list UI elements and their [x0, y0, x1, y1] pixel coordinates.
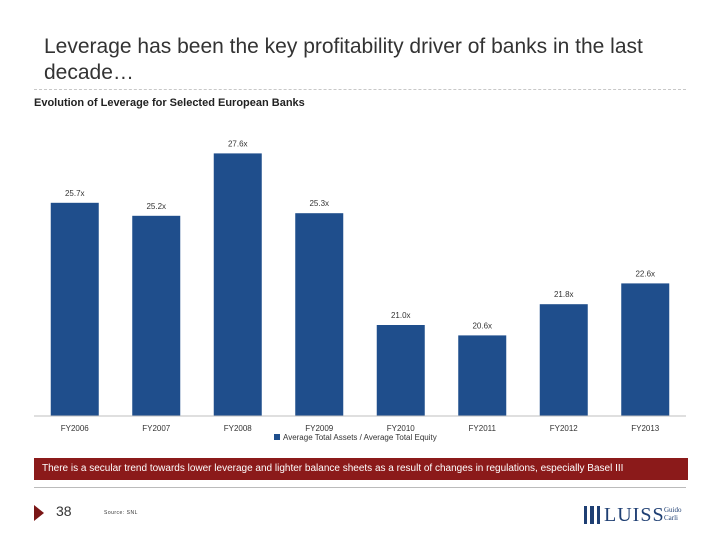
data-label-FY2007: 25.2x — [146, 202, 166, 211]
bar-FY2009 — [295, 213, 344, 416]
logo-wordmark: LUISS — [604, 504, 665, 526]
slide-title: Leverage has been the key profitability … — [44, 35, 643, 84]
bar-FY2010 — [376, 325, 425, 416]
footer-divider — [34, 487, 686, 488]
logo-subtitle: Guido Carli — [664, 506, 682, 522]
title-divider — [34, 89, 686, 90]
x-tick-FY2012: FY2012 — [550, 424, 579, 433]
bar-FY2007 — [132, 215, 181, 416]
x-tick-FY2008: FY2008 — [224, 424, 253, 433]
bar-FY2012 — [539, 304, 588, 416]
arrow-icon — [34, 505, 44, 521]
columns-icon — [584, 506, 600, 524]
data-label-FY2013: 22.6x — [635, 269, 655, 278]
x-tick-FY2007: FY2007 — [142, 424, 171, 433]
legend-label: Average Total Assets / Average Total Equ… — [283, 433, 437, 442]
x-tick-FY2011: FY2011 — [469, 424, 497, 433]
bar-FY2013 — [621, 283, 670, 416]
leverage-bar-chart: 25.7x FY2006 25.2x FY2007 27.6x FY2008 25.3x FY… — [34, 139, 686, 442]
data-label-FY2008: 27.6x — [228, 139, 248, 148]
legend-swatch — [274, 434, 280, 440]
source-note: Source: SNL — [104, 510, 138, 516]
bar-FY2011 — [458, 335, 507, 416]
key-message-banner: There is a secular trend towards lower l… — [34, 458, 688, 480]
page-number: 38 — [56, 503, 72, 519]
x-tick-FY2013: FY2013 — [631, 424, 660, 433]
data-label-FY2009: 25.3x — [309, 199, 329, 208]
bar-FY2006 — [50, 202, 99, 416]
x-tick-FY2006: FY2006 — [61, 424, 90, 433]
chart-subtitle: Evolution of Leverage for Selected Europ… — [34, 97, 305, 109]
luiss-logo: LUISS Guido Carli — [584, 504, 694, 526]
data-label-FY2010: 21.0x — [391, 311, 411, 320]
x-tick-FY2009: FY2009 — [305, 424, 334, 433]
data-label-FY2012: 21.8x — [554, 290, 574, 299]
bar-FY2008 — [213, 153, 262, 416]
data-label-FY2006: 25.7x — [65, 189, 85, 198]
data-label-FY2011: 20.6x — [472, 321, 492, 330]
x-tick-FY2010: FY2010 — [387, 424, 416, 433]
